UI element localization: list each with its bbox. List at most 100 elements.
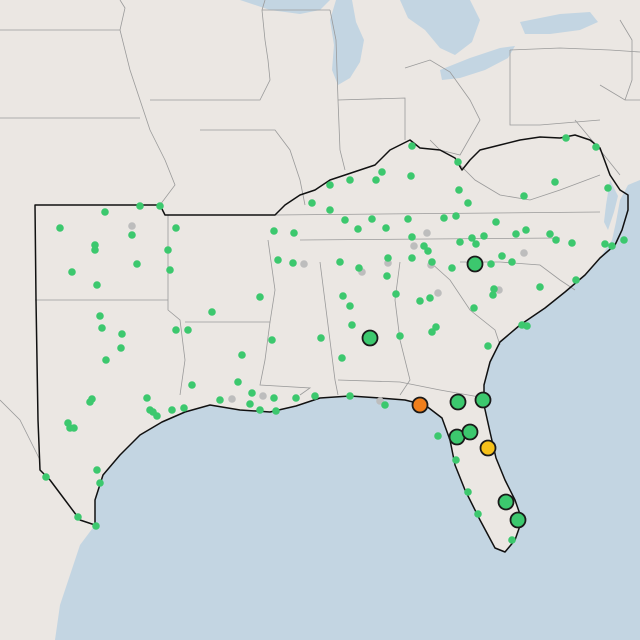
green-station-marker[interactable] <box>492 218 500 226</box>
green-station-marker[interactable] <box>326 206 334 214</box>
green-station-marker[interactable] <box>317 334 325 342</box>
gray-station-marker[interactable] <box>520 249 528 257</box>
green-station-marker[interactable] <box>372 176 380 184</box>
green-station-marker[interactable] <box>408 233 416 241</box>
green-station-marker[interactable] <box>396 332 404 340</box>
green-station-marker[interactable] <box>408 142 416 150</box>
green-highlight-marker[interactable] <box>497 493 515 511</box>
gray-station-marker[interactable] <box>259 392 267 400</box>
green-station-marker[interactable] <box>256 406 264 414</box>
green-highlight-marker[interactable] <box>474 391 492 409</box>
green-station-marker[interactable] <box>468 234 476 242</box>
green-station-marker[interactable] <box>523 322 531 330</box>
green-station-marker[interactable] <box>308 199 316 207</box>
green-station-marker[interactable] <box>487 260 495 268</box>
green-station-marker[interactable] <box>118 330 126 338</box>
gray-station-marker[interactable] <box>128 222 136 230</box>
green-station-marker[interactable] <box>56 224 64 232</box>
green-station-marker[interactable] <box>440 214 448 222</box>
green-station-marker[interactable] <box>508 536 516 544</box>
green-station-marker[interactable] <box>311 392 319 400</box>
green-station-marker[interactable] <box>452 456 460 464</box>
green-station-marker[interactable] <box>133 260 141 268</box>
green-station-marker[interactable] <box>91 246 99 254</box>
green-station-marker[interactable] <box>368 215 376 223</box>
green-station-marker[interactable] <box>74 513 82 521</box>
green-highlight-marker[interactable] <box>449 393 467 411</box>
green-station-marker[interactable] <box>102 356 110 364</box>
green-station-marker[interactable] <box>246 400 254 408</box>
green-station-marker[interactable] <box>428 258 436 266</box>
green-station-marker[interactable] <box>520 192 528 200</box>
green-station-marker[interactable] <box>96 312 104 320</box>
green-station-marker[interactable] <box>490 285 498 293</box>
green-station-marker[interactable] <box>268 336 276 344</box>
green-station-marker[interactable] <box>234 378 242 386</box>
green-station-marker[interactable] <box>383 272 391 280</box>
green-station-marker[interactable] <box>101 208 109 216</box>
gray-station-marker[interactable] <box>300 260 308 268</box>
green-station-marker[interactable] <box>143 394 151 402</box>
green-station-marker[interactable] <box>568 239 576 247</box>
gray-station-marker[interactable] <box>423 229 431 237</box>
green-station-marker[interactable] <box>168 406 176 414</box>
green-station-marker[interactable] <box>292 394 300 402</box>
green-station-marker[interactable] <box>604 184 612 192</box>
green-station-marker[interactable] <box>378 168 386 176</box>
green-station-marker[interactable] <box>456 238 464 246</box>
green-station-marker[interactable] <box>70 424 78 432</box>
green-station-marker[interactable] <box>338 354 346 362</box>
green-station-marker[interactable] <box>136 202 144 210</box>
green-station-marker[interactable] <box>272 407 280 415</box>
green-highlight-marker[interactable] <box>461 423 479 441</box>
green-station-marker[interactable] <box>346 176 354 184</box>
green-station-marker[interactable] <box>289 259 297 267</box>
green-station-marker[interactable] <box>552 236 560 244</box>
green-station-marker[interactable] <box>93 466 101 474</box>
green-station-marker[interactable] <box>238 351 246 359</box>
green-station-marker[interactable] <box>270 394 278 402</box>
green-station-marker[interactable] <box>172 224 180 232</box>
green-station-marker[interactable] <box>546 230 554 238</box>
green-station-marker[interactable] <box>428 328 436 336</box>
green-station-marker[interactable] <box>339 292 347 300</box>
green-station-marker[interactable] <box>326 181 334 189</box>
green-station-marker[interactable] <box>166 266 174 274</box>
green-station-marker[interactable] <box>92 522 100 530</box>
green-station-marker[interactable] <box>348 321 356 329</box>
gray-station-marker[interactable] <box>410 242 418 250</box>
green-station-marker[interactable] <box>464 199 472 207</box>
green-station-marker[interactable] <box>382 224 390 232</box>
green-station-marker[interactable] <box>341 216 349 224</box>
green-station-marker[interactable] <box>248 389 256 397</box>
green-station-marker[interactable] <box>484 342 492 350</box>
green-station-marker[interactable] <box>180 404 188 412</box>
green-station-marker[interactable] <box>172 326 180 334</box>
green-station-marker[interactable] <box>381 401 389 409</box>
green-station-marker[interactable] <box>424 247 432 255</box>
green-station-marker[interactable] <box>512 230 520 238</box>
green-station-marker[interactable] <box>128 231 136 239</box>
green-station-marker[interactable] <box>480 232 488 240</box>
green-station-marker[interactable] <box>572 276 580 284</box>
green-station-marker[interactable] <box>551 178 559 186</box>
green-highlight-marker[interactable] <box>361 329 379 347</box>
green-station-marker[interactable] <box>464 488 472 496</box>
green-station-marker[interactable] <box>208 308 216 316</box>
green-highlight-marker[interactable] <box>509 511 527 529</box>
green-station-marker[interactable] <box>392 290 400 298</box>
green-station-marker[interactable] <box>188 381 196 389</box>
green-highlight-marker[interactable] <box>466 255 484 273</box>
green-station-marker[interactable] <box>592 143 600 151</box>
green-station-marker[interactable] <box>472 240 480 248</box>
green-station-marker[interactable] <box>470 304 478 312</box>
green-station-marker[interactable] <box>454 158 462 166</box>
green-station-marker[interactable] <box>455 186 463 194</box>
gray-station-marker[interactable] <box>434 289 442 297</box>
green-station-marker[interactable] <box>117 344 125 352</box>
orange-highlight-marker[interactable] <box>411 396 429 414</box>
green-station-marker[interactable] <box>164 246 172 254</box>
green-station-marker[interactable] <box>68 268 76 276</box>
green-station-marker[interactable] <box>620 236 628 244</box>
